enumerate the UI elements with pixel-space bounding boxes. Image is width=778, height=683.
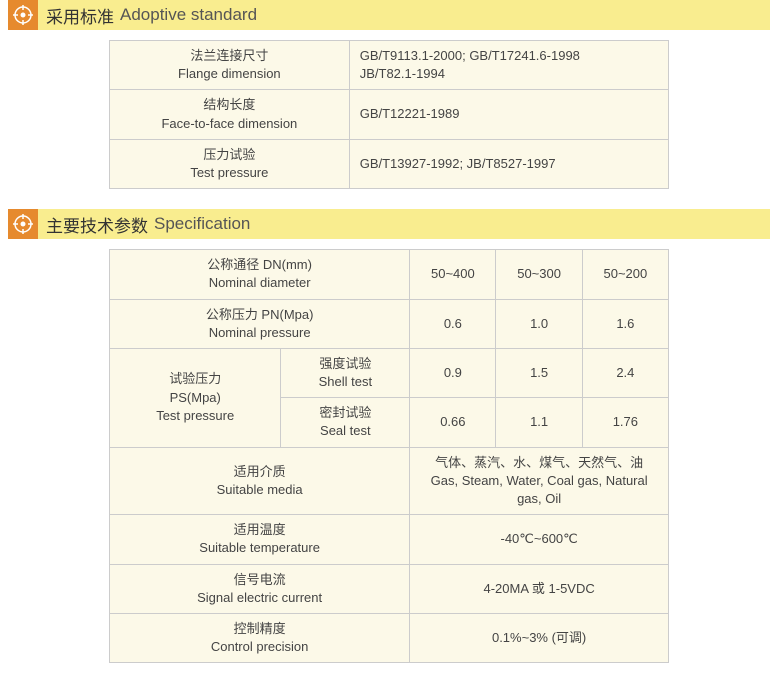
row-label: 法兰连接尺寸 Flange dimension bbox=[110, 41, 350, 90]
row-label: 压力试验 Test pressure bbox=[110, 139, 350, 188]
row-value: GB/T12221-1989 bbox=[349, 90, 668, 139]
cell: 1.5 bbox=[496, 348, 582, 397]
table-row: 压力试验 Test pressure GB/T13927-1992; JB/T8… bbox=[110, 139, 669, 188]
label-en: Nominal pressure bbox=[120, 324, 399, 342]
label-en: Suitable media bbox=[120, 481, 399, 499]
value-zh: 气体、蒸汽、水、煤气、天然气、油 bbox=[420, 454, 658, 472]
row-value: 0.1%~3% (可调) bbox=[410, 613, 669, 662]
table-row: 法兰连接尺寸 Flange dimension GB/T9113.1-2000;… bbox=[110, 41, 669, 90]
label-zh: 试验压力 bbox=[120, 370, 270, 388]
label-zh: 控制精度 bbox=[120, 620, 399, 638]
row-label: 公称压力 PN(Mpa) Nominal pressure bbox=[110, 299, 410, 348]
table-row: 适用温度 Suitable temperature -40℃~600℃ bbox=[110, 515, 669, 564]
table-row: 控制精度 Control precision 0.1%~3% (可调) bbox=[110, 613, 669, 662]
label-en: Flange dimension bbox=[120, 65, 339, 83]
specification-section: 主要技术参数 Specification 公称通径 DN(mm) Nominal… bbox=[0, 209, 778, 663]
specification-table: 公称通径 DN(mm) Nominal diameter 50~400 50~3… bbox=[109, 249, 669, 663]
cell: 50~300 bbox=[496, 250, 582, 299]
section-title-en: Specification bbox=[154, 214, 250, 234]
label-zh: 适用介质 bbox=[120, 463, 399, 481]
table-row: 公称通径 DN(mm) Nominal diameter 50~400 50~3… bbox=[110, 250, 669, 299]
label-en: Signal electric current bbox=[120, 589, 399, 607]
label-en: Nominal diameter bbox=[120, 274, 399, 292]
target-icon bbox=[13, 214, 33, 234]
cell: 1.76 bbox=[582, 398, 668, 447]
row-value: GB/T9113.1-2000; GB/T17241.6-1998 JB/T82… bbox=[349, 41, 668, 90]
section-header: 主要技术参数 Specification bbox=[8, 209, 770, 239]
table-row: 信号电流 Signal electric current 4-20MA 或 1-… bbox=[110, 564, 669, 613]
section-title-en: Adoptive standard bbox=[120, 5, 257, 25]
label-en: Test pressure bbox=[120, 164, 339, 182]
row-value: 气体、蒸汽、水、煤气、天然气、油 Gas, Steam, Water, Coal… bbox=[410, 447, 669, 515]
label-mid: PS(Mpa) bbox=[120, 389, 270, 407]
label-en: Shell test bbox=[291, 373, 399, 391]
cell: 2.4 bbox=[582, 348, 668, 397]
target-icon bbox=[13, 5, 33, 25]
label-en: Test pressure bbox=[120, 407, 270, 425]
section-title-zh: 主要技术参数 bbox=[46, 212, 148, 237]
row-label: 公称通径 DN(mm) Nominal diameter bbox=[110, 250, 410, 299]
label-zh: 公称压力 PN(Mpa) bbox=[120, 306, 399, 324]
label-zh: 结构长度 bbox=[120, 96, 339, 114]
section-title-zh: 采用标准 bbox=[46, 3, 114, 28]
row-label: 适用温度 Suitable temperature bbox=[110, 515, 410, 564]
table-row: 适用介质 Suitable media 气体、蒸汽、水、煤气、天然气、油 Gas… bbox=[110, 447, 669, 515]
label-en: Face-to-face dimension bbox=[120, 115, 339, 133]
cell: 0.66 bbox=[410, 398, 496, 447]
cell: 0.6 bbox=[410, 299, 496, 348]
table-row: 试验压力 PS(Mpa) Test pressure 强度试验 Shell te… bbox=[110, 348, 669, 397]
label-en: Seal test bbox=[291, 422, 399, 440]
cell: 50~400 bbox=[410, 250, 496, 299]
row-label: 试验压力 PS(Mpa) Test pressure bbox=[110, 348, 281, 447]
label-en: Suitable temperature bbox=[120, 539, 399, 557]
row-label: 适用介质 Suitable media bbox=[110, 447, 410, 515]
table-row: 公称压力 PN(Mpa) Nominal pressure 0.6 1.0 1.… bbox=[110, 299, 669, 348]
row-value: -40℃~600℃ bbox=[410, 515, 669, 564]
adoptive-standard-table: 法兰连接尺寸 Flange dimension GB/T9113.1-2000;… bbox=[109, 40, 669, 189]
section-header: 采用标准 Adoptive standard bbox=[8, 0, 770, 30]
row-label: 结构长度 Face-to-face dimension bbox=[110, 90, 350, 139]
header-icon-block bbox=[8, 0, 38, 30]
cell: 1.6 bbox=[582, 299, 668, 348]
label-zh: 强度试验 bbox=[291, 355, 399, 373]
label-zh: 密封试验 bbox=[291, 404, 399, 422]
table-row: 结构长度 Face-to-face dimension GB/T12221-19… bbox=[110, 90, 669, 139]
label-zh: 法兰连接尺寸 bbox=[120, 47, 339, 65]
adoptive-standard-section: 采用标准 Adoptive standard 法兰连接尺寸 Flange dim… bbox=[0, 0, 778, 189]
cell: 0.9 bbox=[410, 348, 496, 397]
header-icon-block bbox=[8, 209, 38, 239]
row-label: 控制精度 Control precision bbox=[110, 613, 410, 662]
label-zh: 适用温度 bbox=[120, 521, 399, 539]
cell: 1.0 bbox=[496, 299, 582, 348]
sub-label: 强度试验 Shell test bbox=[281, 348, 410, 397]
cell: 50~200 bbox=[582, 250, 668, 299]
row-value: 4-20MA 或 1-5VDC bbox=[410, 564, 669, 613]
label-zh: 压力试验 bbox=[120, 146, 339, 164]
value-en: Gas, Steam, Water, Coal gas, Natural gas… bbox=[420, 472, 658, 508]
label-zh: 公称通径 DN(mm) bbox=[120, 256, 399, 274]
label-zh: 信号电流 bbox=[120, 571, 399, 589]
sub-label: 密封试验 Seal test bbox=[281, 398, 410, 447]
label-en: Control precision bbox=[120, 638, 399, 656]
row-value: GB/T13927-1992; JB/T8527-1997 bbox=[349, 139, 668, 188]
row-label: 信号电流 Signal electric current bbox=[110, 564, 410, 613]
cell: 1.1 bbox=[496, 398, 582, 447]
